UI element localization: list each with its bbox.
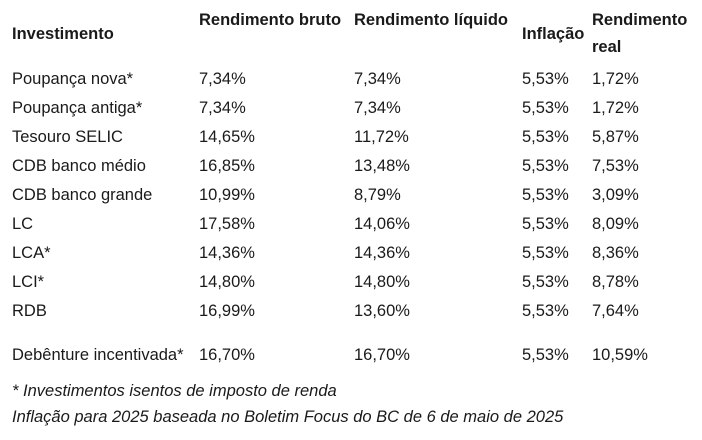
cell-rendimento-bruto: 7,34%	[199, 99, 246, 117]
cell-rendimento-bruto: 7,34%	[199, 70, 246, 88]
cell-investimento: CDB banco grande	[12, 186, 153, 204]
header-investimento: Investimento	[12, 25, 114, 43]
table-row: LCI* 14,80% 14,80% 5,53% 8,78%	[6, 268, 700, 297]
cell-rendimento-liquido: 16,70%	[354, 346, 410, 364]
cell-rendimento-real: 1,72%	[592, 99, 639, 117]
cell-investimento: Poupança nova*	[12, 70, 134, 88]
cell-rendimento-liquido: 13,48%	[354, 157, 410, 175]
cell-inflacao: 5,53%	[522, 346, 569, 364]
table-row: Debênture incentivada* 16,70% 16,70% 5,5…	[6, 326, 700, 384]
cell-rendimento-bruto: 16,99%	[199, 302, 255, 320]
cell-investimento: Tesouro SELIC	[12, 128, 123, 146]
cell-investimento: LC	[12, 215, 34, 233]
cell-inflacao: 5,53%	[522, 186, 569, 204]
cell-rendimento-real: 7,64%	[592, 302, 639, 320]
cell-investimento: LCI*	[12, 273, 45, 291]
header-inflacao: Inflação	[522, 25, 585, 43]
header-rendimento-liquido: Rendimento líquido	[354, 11, 508, 29]
cell-rendimento-real: 1,72%	[592, 70, 639, 88]
cell-investimento: Debênture incentivada*	[12, 346, 184, 364]
cell-inflacao: 5,53%	[522, 244, 569, 262]
table-row: Poupança antiga* 7,34% 7,34% 5,53% 1,72%	[6, 94, 700, 123]
cell-investimento: CDB banco médio	[12, 157, 146, 175]
cell-rendimento-real: 5,87%	[592, 128, 639, 146]
header-rendimento-bruto: Rendimento bruto	[199, 11, 342, 29]
footnote-tax-exempt: * Investimentos isentos de imposto de re…	[12, 382, 337, 400]
cell-rendimento-liquido: 14,06%	[354, 215, 410, 233]
cell-rendimento-bruto: 17,58%	[199, 215, 255, 233]
table-row: CDB banco grande 10,99% 8,79% 5,53% 3,09…	[6, 181, 700, 210]
cell-rendimento-real: 3,09%	[592, 186, 639, 204]
table-row: LC 17,58% 14,06% 5,53% 8,09%	[6, 210, 700, 239]
cell-rendimento-liquido: 7,34%	[354, 70, 401, 88]
cell-inflacao: 5,53%	[522, 128, 569, 146]
cell-investimento: RDB	[12, 302, 47, 320]
cell-rendimento-liquido: 11,72%	[354, 128, 409, 146]
cell-investimento: LCA*	[12, 244, 51, 262]
cell-inflacao: 5,53%	[522, 70, 569, 88]
table-row: CDB banco médio 16,85% 13,48% 5,53% 7,53…	[6, 152, 700, 181]
footnote-inflation-source: Inflação para 2025 baseada no Boletim Fo…	[12, 408, 564, 426]
header-rendimento-real: Rendimento real	[592, 11, 688, 56]
cell-rendimento-real: 8,78%	[592, 273, 639, 291]
cell-rendimento-bruto: 16,85%	[199, 157, 255, 175]
cell-rendimento-bruto: 14,65%	[199, 128, 255, 146]
table-row: RDB 16,99% 13,60% 5,53% 7,64%	[6, 297, 700, 326]
cell-rendimento-bruto: 14,36%	[199, 244, 255, 262]
cell-inflacao: 5,53%	[522, 273, 569, 291]
table-row: Poupança nova* 7,34% 7,34% 5,53% 1,72%	[6, 65, 700, 94]
cell-rendimento-liquido: 8,79%	[354, 186, 401, 204]
cell-inflacao: 5,53%	[522, 99, 569, 117]
investment-returns-table: Investimento Rendimento bruto Rendimento…	[6, 4, 700, 384]
table-row: Tesouro SELIC 14,65% 11,72% 5,53% 5,87%	[6, 123, 700, 152]
cell-rendimento-liquido: 14,36%	[354, 244, 410, 262]
cell-inflacao: 5,53%	[522, 302, 569, 320]
cell-rendimento-bruto: 10,99%	[199, 186, 255, 204]
cell-rendimento-real: 7,53%	[592, 157, 639, 175]
cell-rendimento-real: 10,59%	[592, 346, 648, 364]
cell-investimento: Poupança antiga*	[12, 99, 143, 117]
cell-rendimento-liquido: 7,34%	[354, 99, 401, 117]
table-row: LCA* 14,36% 14,36% 5,53% 8,36%	[6, 239, 700, 268]
cell-inflacao: 5,53%	[522, 215, 569, 233]
cell-rendimento-liquido: 14,80%	[354, 273, 410, 291]
cell-rendimento-bruto: 16,70%	[199, 346, 255, 364]
table-header-row: Investimento Rendimento bruto Rendimento…	[6, 4, 700, 65]
cell-rendimento-real: 8,09%	[592, 215, 639, 233]
cell-inflacao: 5,53%	[522, 157, 569, 175]
cell-rendimento-bruto: 14,80%	[199, 273, 255, 291]
cell-rendimento-real: 8,36%	[592, 244, 639, 262]
cell-rendimento-liquido: 13,60%	[354, 302, 410, 320]
